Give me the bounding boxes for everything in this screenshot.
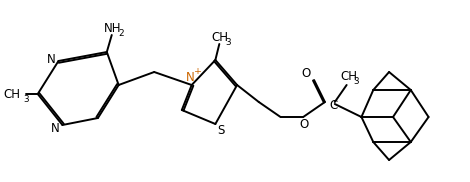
Text: CH: CH <box>340 70 357 82</box>
Text: O: O <box>299 118 309 130</box>
Text: O: O <box>302 66 311 80</box>
Text: N: N <box>47 52 56 66</box>
Text: CH: CH <box>212 31 229 43</box>
Text: S: S <box>218 124 225 137</box>
Text: 2: 2 <box>118 29 124 37</box>
Text: 3: 3 <box>23 96 29 104</box>
Text: C: C <box>329 98 338 112</box>
Text: NH: NH <box>104 21 121 35</box>
Text: +: + <box>194 68 202 76</box>
Text: 3: 3 <box>354 76 360 86</box>
Text: N: N <box>186 70 195 84</box>
Text: CH: CH <box>3 88 20 100</box>
Text: N: N <box>51 122 60 134</box>
Text: 3: 3 <box>226 37 231 46</box>
